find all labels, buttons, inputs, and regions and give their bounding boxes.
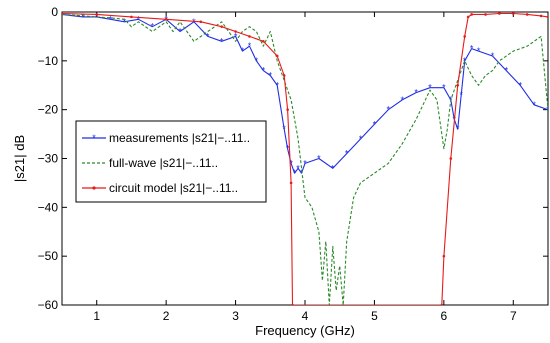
data-point-star: * — [456, 124, 460, 134]
x-tick-label: 2 — [163, 309, 170, 323]
y-tick-label: −30 — [38, 152, 59, 166]
data-point-dot — [199, 20, 203, 24]
chart-series-layer: * * * * ** *** * ** *** ****** * ** ******** * *******… — [60, 9, 550, 305]
data-point-dot — [220, 25, 223, 28]
legend-marker-dot — [92, 186, 96, 190]
data-point-star: * — [428, 83, 432, 93]
data-point-star: * — [293, 168, 297, 178]
y-tick-label: −20 — [38, 103, 59, 117]
x-tick-label: 7 — [510, 309, 517, 323]
data-point-star: * — [81, 12, 85, 22]
x-tick-label: 5 — [371, 309, 378, 323]
data-point-dot — [546, 15, 548, 19]
legend-box — [75, 120, 267, 203]
data-point-star: * — [289, 158, 293, 168]
data-point-dot — [286, 108, 289, 111]
data-point-dot — [282, 74, 286, 77]
x-tick-label: 6 — [441, 309, 448, 323]
data-point-dot — [511, 12, 515, 15]
x-tick-label: 1 — [93, 309, 100, 323]
data-point-star: * — [150, 22, 154, 32]
legend-label-2: circuit model |s21|−..11.. — [109, 181, 238, 195]
legend-label-0: measurements |s21|−..11.. — [109, 131, 250, 145]
data-point-star: * — [109, 14, 113, 24]
data-point-star: * — [477, 46, 481, 56]
x-tick-label: 3 — [232, 309, 239, 323]
data-point-star: * — [505, 66, 509, 76]
series-line-0 — [62, 13, 548, 174]
data-point-dot — [262, 40, 265, 43]
data-point-dot — [456, 83, 460, 87]
data-point-star: * — [387, 105, 391, 115]
data-point-dot — [525, 13, 529, 16]
data-point-star: * — [470, 44, 474, 54]
y-axis-label: |s21| dB — [12, 135, 27, 182]
data-point-star: * — [359, 134, 363, 144]
data-point-star: * — [463, 56, 467, 66]
data-point-star: * — [546, 105, 550, 115]
data-point-star: * — [206, 31, 210, 41]
data-point-dot — [248, 35, 251, 38]
data-point-star: * — [400, 95, 404, 105]
data-point-dot — [539, 14, 543, 18]
data-point-dot — [130, 15, 133, 19]
data-point-star: * — [60, 9, 64, 19]
data-point-star: * — [286, 144, 290, 154]
data-point-star: * — [255, 56, 259, 66]
data-point-star: * — [269, 70, 273, 80]
data-point-star: * — [491, 51, 495, 61]
data-point-dot — [62, 12, 64, 15]
legend-label-1: full-wave |s21|−..11.. — [109, 156, 218, 170]
data-point-dot — [466, 15, 470, 19]
series-clip-group: * * * * ** *** * ** *** ****** * ** ******** * *******… — [60, 9, 550, 305]
legend-marker-star: * — [92, 133, 96, 143]
data-point-star: * — [220, 36, 224, 46]
data-point-star: * — [532, 100, 536, 110]
y-tick-label: −10 — [38, 54, 59, 68]
chart-legend: * measurements |s21|−..11.. full-wave |s21… — [75, 120, 267, 203]
data-point-star: * — [331, 163, 335, 173]
data-point-dot — [234, 30, 237, 33]
data-point-star: * — [317, 154, 321, 164]
data-point-dot — [440, 303, 444, 305]
data-point-star: * — [262, 66, 266, 76]
data-point-star: * — [303, 158, 307, 168]
data-point-dot — [484, 13, 487, 16]
data-point-star: * — [345, 149, 349, 159]
series-line-2 — [62, 12, 548, 305]
x-axis-label: Frequency (GHz) — [255, 323, 355, 338]
data-point-star: * — [178, 27, 182, 37]
y-tick-label: 0 — [51, 5, 58, 19]
data-point-star: * — [296, 163, 300, 173]
data-point-star: * — [248, 41, 252, 51]
data-point-dot — [275, 54, 279, 58]
data-point-star: * — [282, 124, 286, 134]
data-point-dot — [463, 35, 466, 38]
data-point-dot — [498, 12, 501, 15]
data-point-star: * — [137, 14, 141, 24]
data-point-star: * — [234, 31, 238, 41]
data-point-dot — [289, 181, 293, 185]
x-tick-label: 4 — [302, 309, 309, 323]
data-point-dot — [449, 157, 453, 160]
y-tick-label: −50 — [38, 249, 59, 263]
data-point-star: * — [414, 88, 418, 98]
y-tick-label: −60 — [38, 298, 59, 312]
data-point-star: * — [442, 83, 446, 93]
data-point-dot — [164, 18, 168, 21]
data-point-star: * — [275, 80, 279, 90]
y-tick-label: −40 — [38, 200, 59, 214]
data-point-star: * — [459, 90, 463, 100]
data-point-dot — [291, 303, 294, 305]
data-point-star: * — [123, 17, 127, 27]
data-point-dot — [95, 13, 99, 16]
data-point-star: * — [241, 46, 245, 56]
data-point-dot — [470, 13, 473, 16]
data-point-star: * — [518, 80, 522, 90]
data-point-dot — [442, 254, 446, 258]
data-point-star: * — [373, 119, 377, 129]
